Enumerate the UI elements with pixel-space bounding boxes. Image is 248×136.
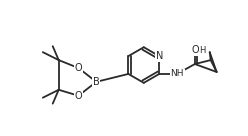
Text: O: O (75, 91, 82, 101)
Text: N: N (155, 51, 163, 61)
Text: O: O (75, 63, 82, 73)
Text: H: H (200, 46, 206, 55)
Text: NH: NH (170, 69, 184, 78)
Text: B: B (93, 77, 100, 87)
Text: O: O (191, 45, 199, 55)
